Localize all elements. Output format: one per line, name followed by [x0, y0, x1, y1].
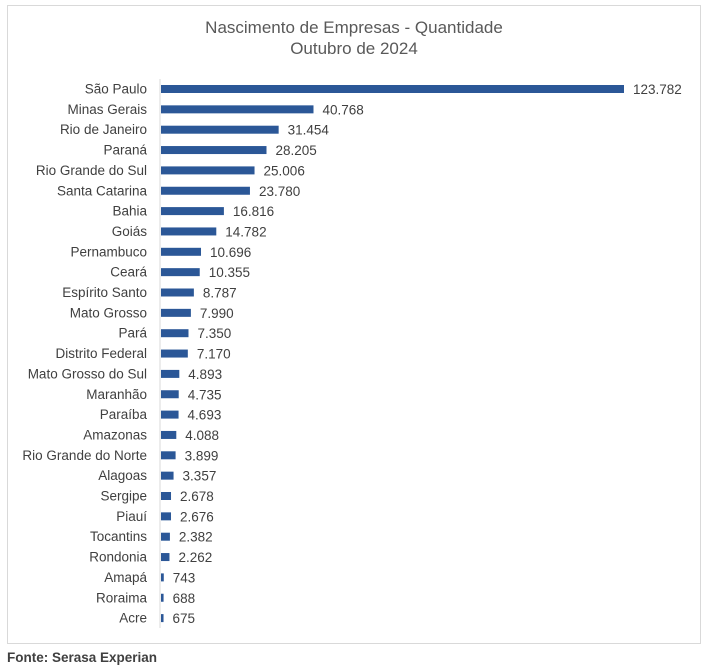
category-label: Roraima [96, 590, 148, 605]
category-label: Rio de Janeiro [60, 122, 147, 137]
category-label: Tocantins [90, 529, 147, 544]
category-label: Mato Grosso [70, 305, 147, 320]
data-label: 10.696 [210, 245, 251, 260]
bar [161, 186, 250, 195]
source-note: Fonte: Serasa Experian [7, 650, 158, 665]
data-label: 4.088 [185, 428, 219, 443]
bar [161, 227, 217, 236]
data-label: 3.899 [185, 448, 219, 463]
bar [161, 146, 267, 155]
data-label: 4.693 [188, 408, 222, 423]
data-label: 40.768 [322, 102, 363, 117]
category-label: Paraíba [100, 407, 148, 422]
data-label: 2.382 [179, 530, 213, 545]
category-label: Pernambuco [70, 244, 147, 259]
bar [161, 593, 164, 602]
data-label: 2.678 [180, 489, 214, 504]
data-label: 7.350 [197, 326, 231, 341]
category-label: Rio Grande do Sul [36, 163, 147, 178]
category-label: Santa Catarina [57, 183, 148, 198]
category-label: Rondonia [89, 550, 147, 565]
category-label: Alagoas [98, 468, 147, 483]
category-label: Ceará [110, 265, 147, 280]
data-label: 16.816 [233, 204, 274, 219]
data-label: 8.787 [203, 286, 237, 301]
data-label: 2.262 [178, 550, 212, 565]
bar [161, 105, 314, 114]
chart-title-block: Nascimento de Empresas - Quantidade Outu… [7, 17, 701, 59]
bar [161, 247, 202, 256]
data-label: 3.357 [183, 469, 217, 484]
category-label: Paraná [103, 143, 147, 158]
data-label: 23.780 [259, 184, 300, 199]
bar [161, 369, 180, 378]
data-label: 31.454 [288, 123, 330, 138]
bar [161, 85, 624, 93]
bar [161, 125, 279, 134]
bar [161, 492, 172, 500]
category-label: Goiás [112, 224, 148, 239]
chart-subtitle: Outubro de 2024 [290, 39, 418, 58]
category-label: Amapá [104, 570, 147, 585]
data-label: 14.782 [225, 224, 266, 239]
bar [161, 614, 164, 623]
data-label: 7.990 [200, 306, 234, 321]
bar [161, 532, 170, 541]
bar [161, 349, 188, 358]
data-label: 4.893 [188, 367, 222, 382]
bar [161, 329, 189, 338]
category-label: Mato Grosso do Sul [28, 366, 147, 381]
data-label: 10.355 [209, 265, 250, 280]
bar [161, 451, 176, 460]
bar [161, 390, 179, 399]
bar [161, 430, 177, 439]
data-label: 688 [173, 591, 196, 606]
data-label: 675 [173, 611, 196, 626]
category-label: Maranhão [86, 387, 147, 402]
category-label: Pará [118, 326, 147, 341]
category-label: Acre [119, 611, 147, 626]
category-label: São Paulo [85, 82, 147, 97]
category-label: Piauí [116, 509, 147, 524]
data-label: 28.205 [275, 143, 316, 158]
data-label: 4.735 [188, 387, 222, 402]
bar [161, 288, 194, 297]
bar [161, 308, 191, 317]
bar [161, 207, 224, 216]
bar [161, 553, 170, 562]
bar [161, 573, 164, 582]
category-label: Amazonas [83, 427, 147, 442]
category-label: Distrito Federal [55, 346, 147, 361]
bar [161, 471, 174, 480]
chart-title: Nascimento de Empresas - Quantidade [205, 18, 503, 37]
bar [161, 410, 179, 419]
bar [161, 512, 172, 521]
bar [161, 268, 200, 277]
category-label: Bahia [112, 204, 147, 219]
bar [161, 166, 255, 175]
category-label: Minas Gerais [67, 102, 147, 117]
chart-frame [7, 5, 701, 644]
data-label: 2.676 [180, 509, 214, 524]
category-label: Rio Grande do Norte [22, 448, 147, 463]
data-label: 25.006 [264, 163, 305, 178]
category-label: Sergipe [100, 489, 147, 504]
data-label: 743 [173, 570, 196, 585]
data-label: 7.170 [197, 347, 231, 362]
category-label: Espírito Santo [62, 285, 147, 300]
data-label: 123.782 [633, 82, 682, 97]
